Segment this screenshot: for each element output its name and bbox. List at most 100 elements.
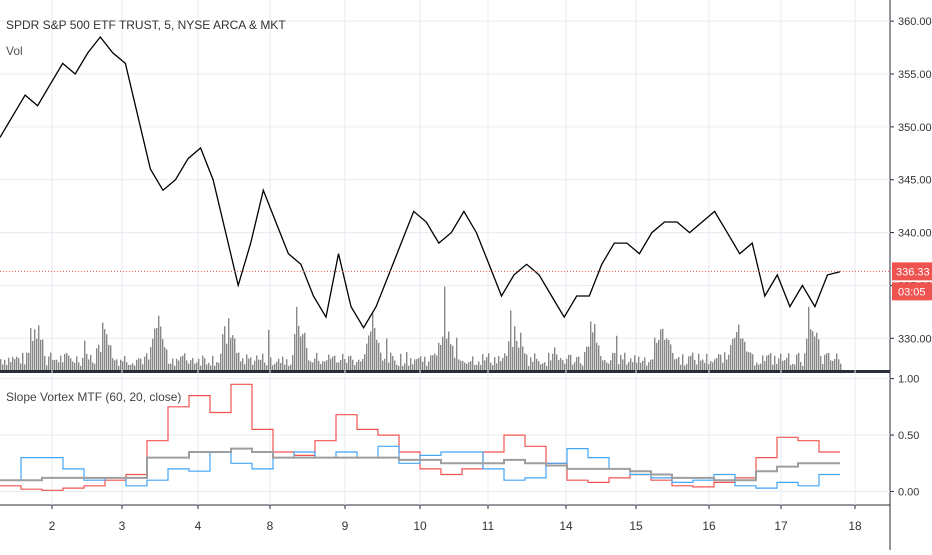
volume-bar [142,364,144,370]
volume-bar [614,352,616,370]
volume-bar [662,328,664,370]
volume-bar [816,332,818,370]
volume-bar [254,360,256,370]
volume-bar [500,361,502,370]
volume-bar [422,361,424,370]
volume-bar [266,365,268,370]
volume-bar [364,354,366,370]
volume-bar [782,360,784,370]
volume-bar [424,356,426,370]
volume-bar [256,355,258,370]
volume-bar [238,352,240,370]
volume-bar [430,355,432,370]
volume-bar [190,360,192,370]
volume-bar [754,365,756,370]
volume-bar [26,352,28,370]
volume-bar [772,364,774,370]
volume-bar [674,359,676,370]
volume-bar [648,362,650,370]
volume-bar [762,355,764,370]
volume-bar [380,352,382,370]
volume-bar [410,358,412,370]
volume-bar [680,364,682,370]
volume-bar [518,347,520,370]
volume-bar [622,359,624,370]
volume-bar [490,362,492,370]
price-line[interactable] [0,35,841,329]
volume-bar [368,335,370,370]
volume-bar [322,361,324,370]
volume-bar [498,356,500,370]
volume-bar [460,360,462,370]
volume-bar [344,359,346,370]
volume-bar [286,359,288,370]
volume-bar [202,355,204,370]
volume-bar [166,349,168,370]
x-tick-label: 15 [629,519,643,533]
volume-bar [198,358,200,370]
indicator-legend[interactable]: Slope Vortex MTF (60, 20, close) [6,390,182,404]
volume-bar [512,347,514,370]
volume-bar [572,364,574,370]
volume-bar [576,357,578,370]
volume-bar [396,364,398,370]
volume-bar [358,359,360,370]
volume-bar [802,365,804,370]
symbol-title[interactable]: SPDR S&P 500 ETF TRUST, 5, NYSE ARCA & M… [6,18,286,32]
last-price-label: 336.33 [896,266,930,278]
volume-bar [604,360,606,370]
volume-bar [690,355,692,370]
volume-bar [200,365,202,370]
volume-legend[interactable]: Vol [6,44,23,58]
volume-bar [638,356,640,370]
volume-bar [494,357,496,370]
volume-bar [838,359,840,370]
volume-bar [832,360,834,370]
volume-bar [794,364,796,370]
volume-bar [796,354,798,370]
time-axis-ticks[interactable]: 2 3 4 8 9 10 11 14 15 16 17 18 [49,505,862,533]
volume-bar [684,365,686,370]
volume-bar [550,360,552,370]
volume-bar [66,353,68,370]
volume-bar [628,361,630,370]
volume-bar [328,354,330,370]
volume-bar [122,361,124,370]
volume-bar [666,338,668,370]
volume-bar [196,362,198,370]
volume-bar [830,360,832,370]
volume-bar [20,363,22,370]
volume-bar [706,353,708,370]
volume-bar [474,365,476,370]
volume-bar [140,358,142,370]
volume-bar [158,315,160,370]
volume-bar [712,362,714,370]
indicator-axis-ticks[interactable]: 0.00 0.50 1.00 [890,374,919,499]
volume-bar [750,352,752,370]
volume-bar [570,354,572,370]
volume-bar [450,344,452,370]
volume-bar [76,356,78,370]
price-series[interactable] [0,35,841,329]
volume-bar [222,334,224,370]
indicator-series[interactable] [0,383,840,491]
volume-bar [330,358,332,370]
pane-separator[interactable] [0,370,890,373]
volume-bar [146,353,148,370]
volume-bar [808,306,810,370]
volume-bar [804,353,806,370]
volume-bar [126,362,128,370]
volume-bar [700,360,702,370]
volume-bar [0,359,2,370]
volume-bar [74,362,76,370]
volume-bar [224,326,226,370]
volume-bar [752,354,754,370]
volume-bar [292,355,294,370]
volume-bar [352,359,354,370]
vortex-average-line[interactable] [0,447,840,482]
volume-bar [486,357,488,370]
x-tick-label: 2 [49,519,56,533]
volume-bar [12,356,14,370]
volume-bar [720,354,722,370]
volume-bar [552,353,554,370]
